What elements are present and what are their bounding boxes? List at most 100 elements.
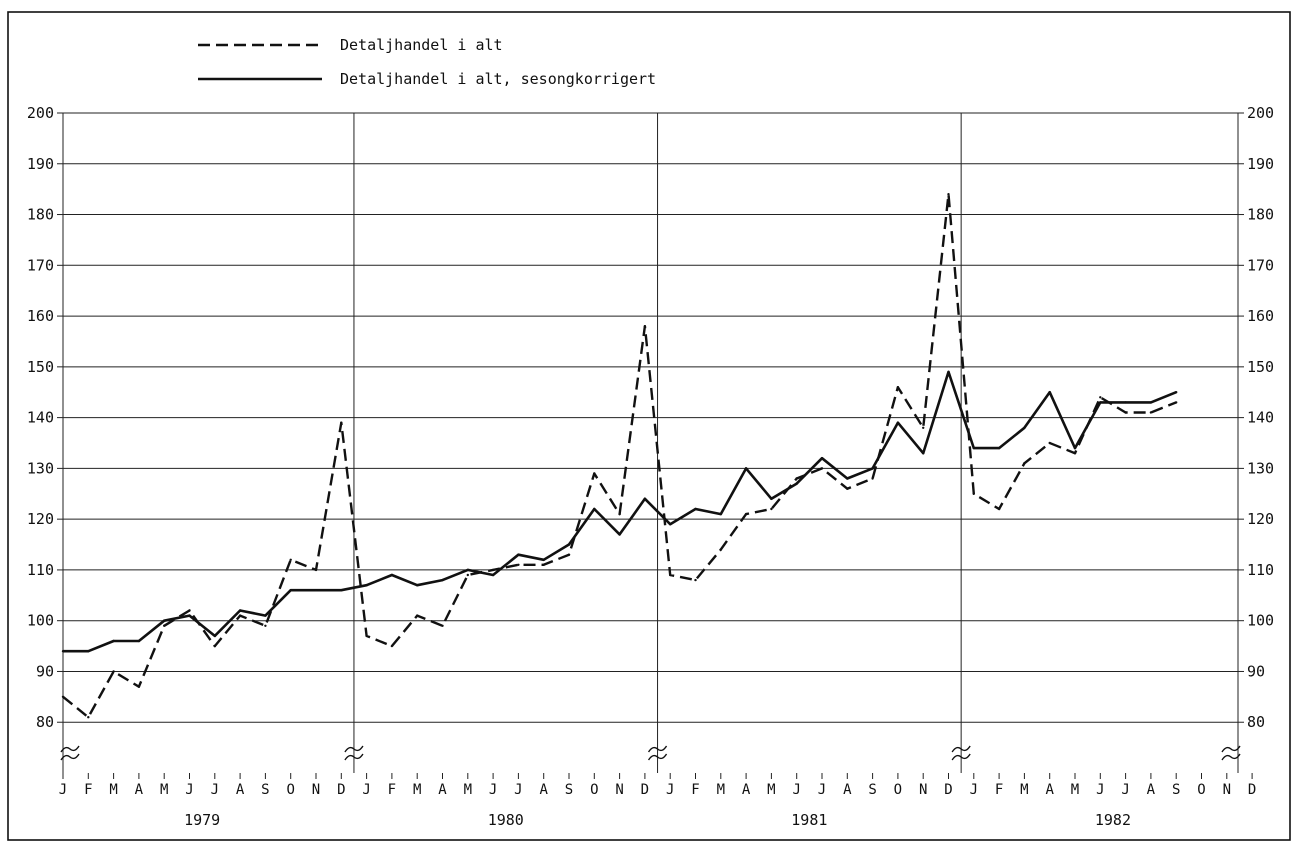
data-point [213,634,216,638]
data-point [795,477,798,480]
axis-break-mark [951,753,971,761]
ytick-label-right: 170 [1247,256,1274,274]
xtick-label: M [1071,782,1079,798]
data-point [365,584,368,587]
data-point [314,589,318,592]
xtick-label: S [868,782,876,798]
ytick-label-left: 90 [36,662,54,680]
data-point [922,452,925,455]
data-point [1048,391,1051,394]
data-point [61,650,65,653]
year-label-1982: 1982 [1095,811,1131,829]
data-point [643,325,647,328]
data-point [542,558,545,561]
xtick-label: M [109,782,117,798]
xtick-label: J [514,782,522,798]
data-point [1099,401,1102,404]
series-line-dashed [62,192,1177,719]
xtick-label: D [337,782,345,798]
data-point [491,568,495,572]
data-point [694,578,697,582]
chart-frame [7,11,1291,841]
data-point [744,512,748,516]
ytick-label-right: 100 [1247,612,1274,630]
data-point [669,573,672,577]
xtick-label: A [742,782,751,798]
data-point [896,386,900,389]
xtick-label: M [717,782,725,798]
xtick-label: O [1197,782,1205,798]
xtick-label: A [843,782,852,798]
data-point [441,578,444,582]
series-points-dashed [61,193,1178,719]
data-point [972,446,975,450]
data-point [340,589,343,592]
data-point [416,584,419,587]
ytick-label-left: 80 [36,713,54,731]
data-point [112,670,115,673]
axis-break-mark [1221,753,1241,761]
data-point [163,619,166,622]
data-point [238,609,242,612]
xtick-label: S [565,782,573,798]
ytick-label-left: 150 [27,358,54,376]
xtick-label: A [1045,782,1054,798]
data-point [1073,446,1077,450]
data-point [87,650,90,653]
xtick-label: J [1096,782,1104,798]
axis-break-mark [951,745,971,753]
data-point [238,614,242,617]
xtick-label: D [641,782,649,798]
ytick-label-left: 100 [27,612,54,630]
data-point [137,685,141,688]
ytick-label-right: 120 [1247,510,1274,528]
axis-break-mark [1221,745,1241,753]
x-axis-years: 1979 1980 1981 1982 [184,811,1131,829]
data-point [972,492,975,495]
data-point [188,614,191,617]
data-point [390,573,394,577]
data-point [593,507,596,511]
ytick-label-left: 190 [27,155,54,173]
axis-break-mark [344,745,364,753]
ytick-label-left: 110 [27,561,54,579]
data-point [61,695,65,698]
data-point [441,624,444,627]
xtick-label: F [84,782,92,798]
ytick-label-left: 140 [27,409,54,427]
xtick-label: M [767,782,775,798]
data-point [1023,426,1026,429]
data-point [719,512,722,516]
ytick-label-right: 130 [1247,459,1274,477]
data-point [340,421,343,424]
ytick-label-right: 160 [1247,307,1274,325]
y-axis-left: 80 90 100 110 120 130 140 150 160 170 180 190 200 [27,104,63,731]
gridlines [62,112,1239,773]
data-point [922,426,925,429]
xtick-label: A [236,782,245,798]
data-point [567,553,571,556]
xtick-label: J [211,782,219,798]
data-point [1099,396,1102,399]
ytick-label-right: 90 [1247,662,1265,680]
xtick-label: F [388,782,396,798]
data-point [997,507,1001,511]
data-point [846,487,849,490]
year-label-1981: 1981 [791,811,827,829]
data-point [795,482,798,485]
data-point [289,589,292,592]
xtick-label: N [312,782,320,798]
data-point [542,563,545,566]
data-point [1175,401,1178,404]
legend-label-solid: Detaljhandel i alt, sesongkorrigert [340,70,656,88]
xtick-label: J [818,782,826,798]
data-point [517,563,520,566]
data-point [289,558,292,561]
data-point [719,548,722,551]
xtick-label: A [135,782,144,798]
xtick-label: S [1172,782,1180,798]
data-point [871,467,874,470]
data-point [871,477,874,480]
axis-break-mark [60,745,80,753]
